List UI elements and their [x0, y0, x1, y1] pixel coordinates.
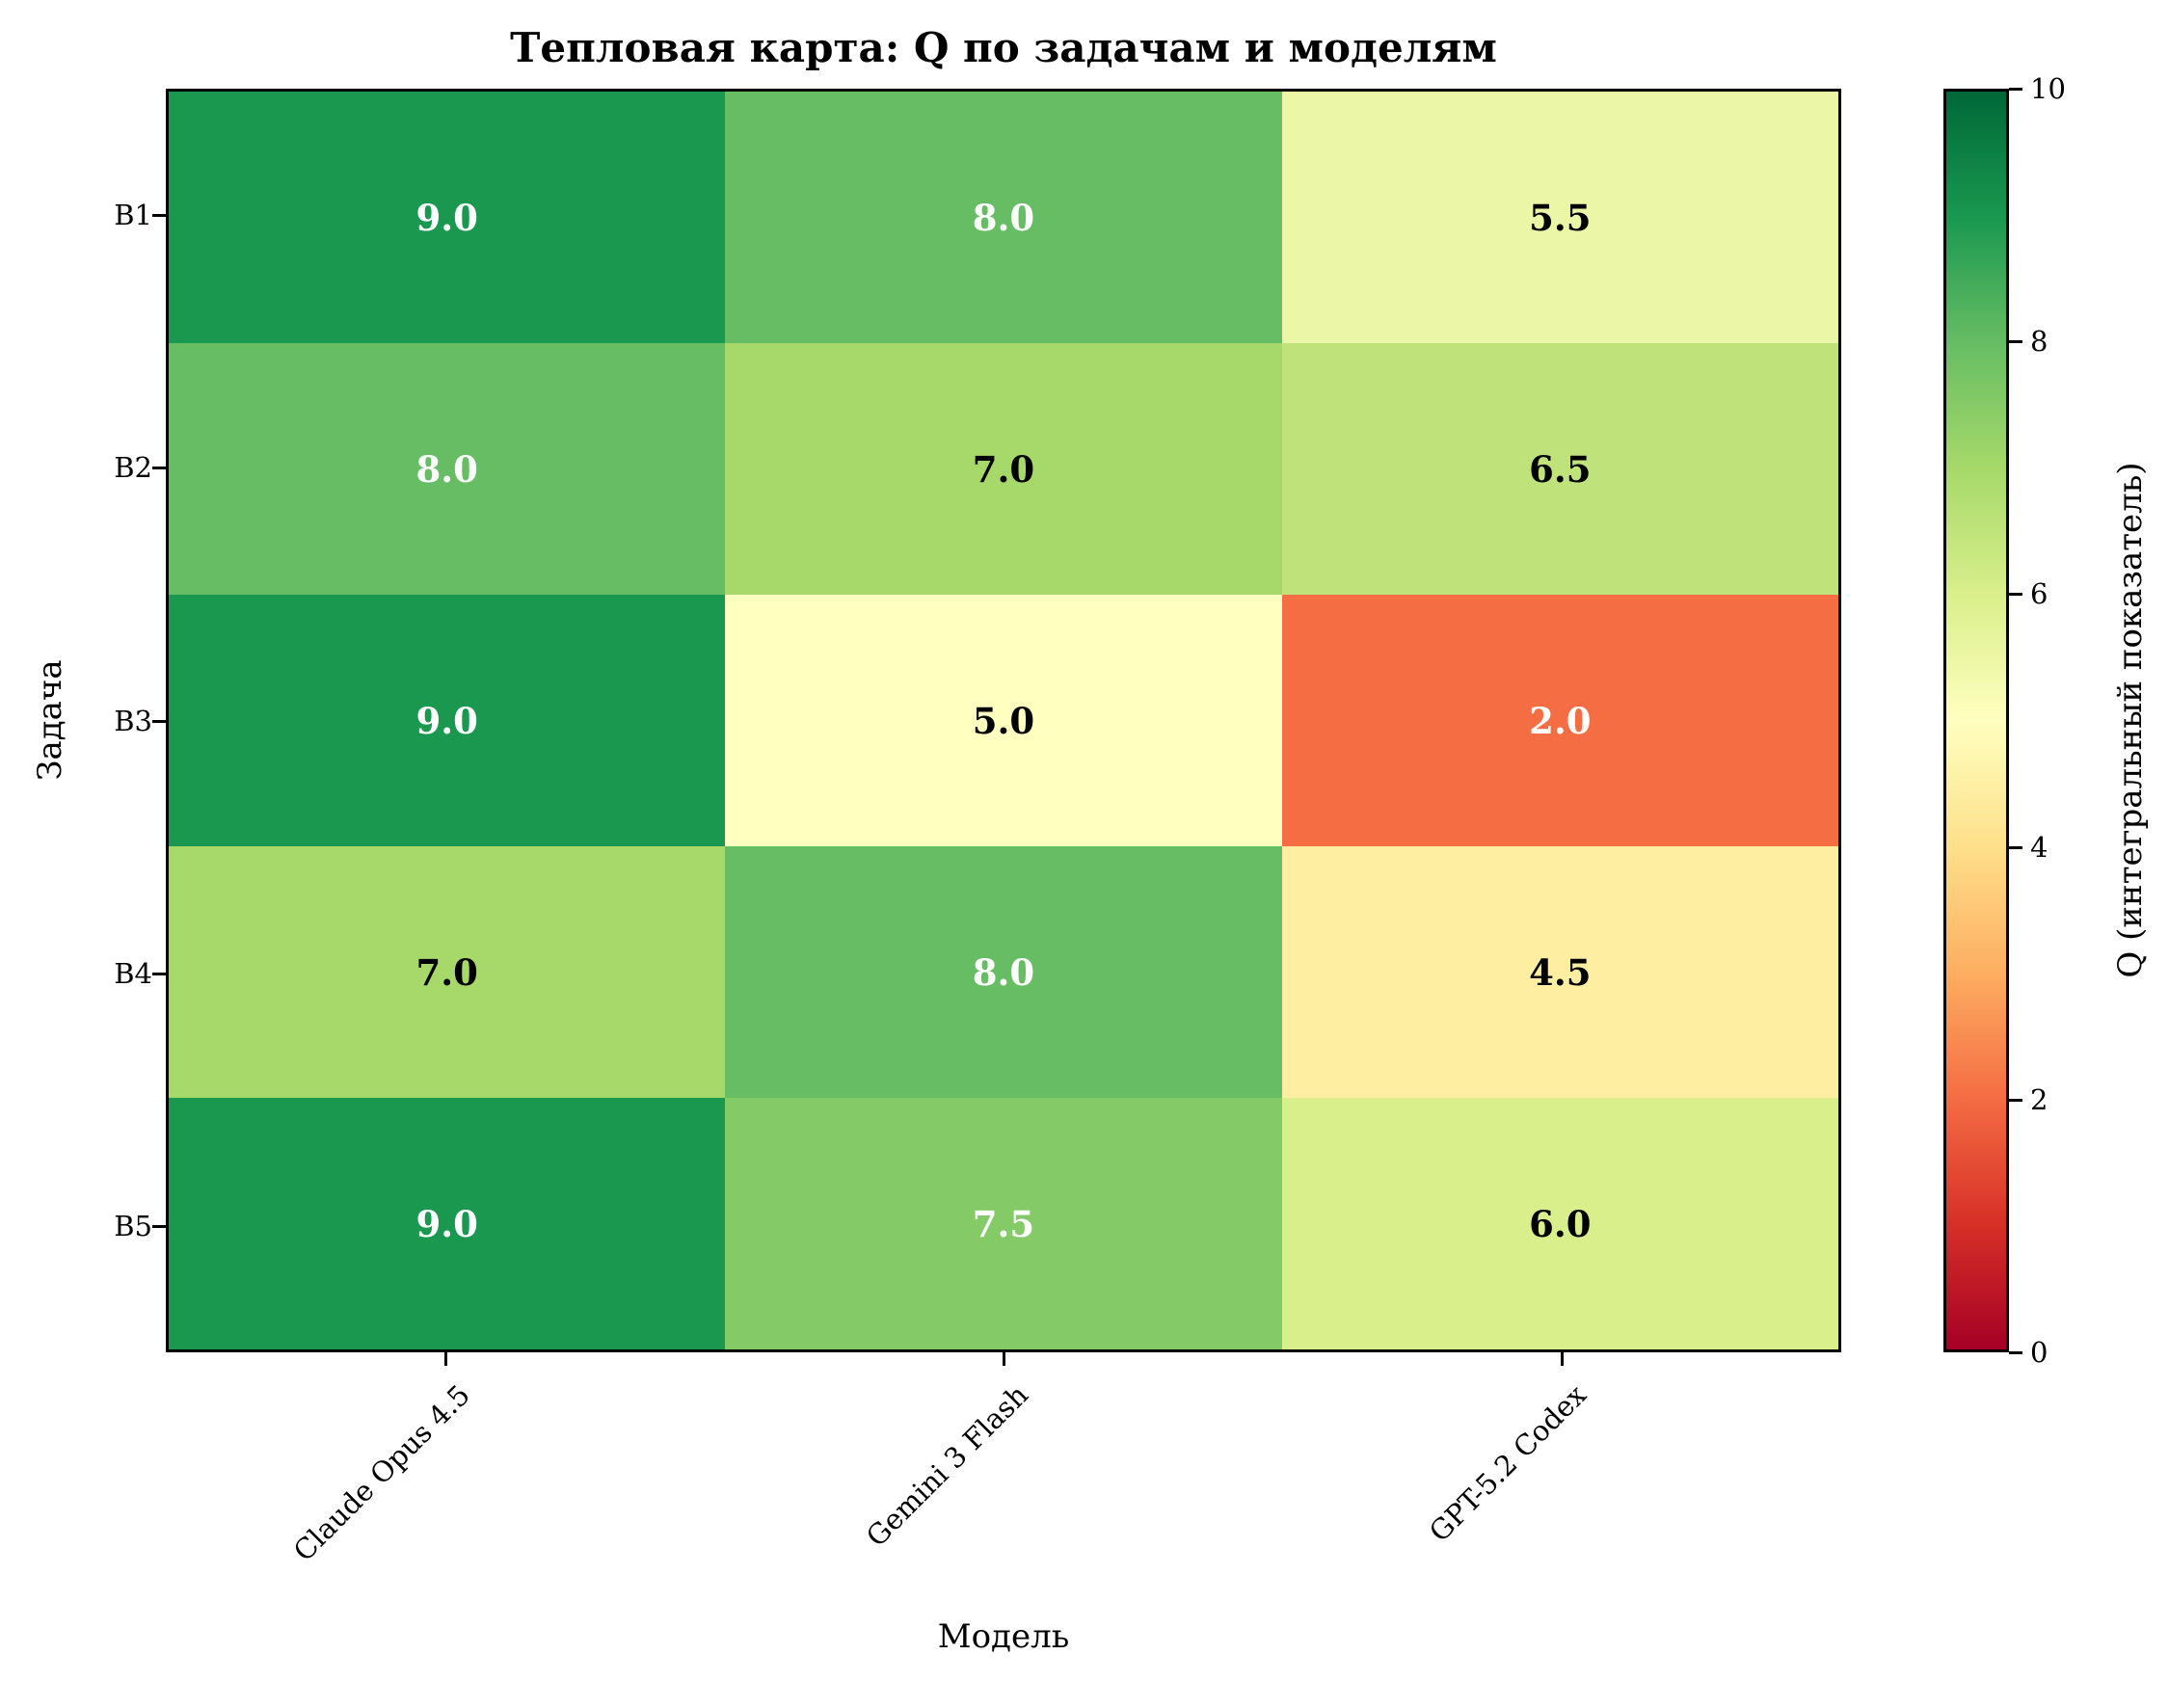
colorbar: [1943, 89, 2009, 1352]
heatmap-cell: 7.5: [725, 1098, 1282, 1349]
heatmap-cell: 5.0: [725, 595, 1282, 846]
colorbar-tick: [2009, 1098, 2022, 1102]
y-tick-label: B3: [114, 704, 152, 737]
heatmap-cell: 2.0: [1281, 595, 1838, 846]
y-tick: [152, 1224, 166, 1228]
colorbar-tick: [2009, 593, 2022, 597]
colorbar-tick: [2009, 1351, 2022, 1354]
y-tick: [152, 214, 166, 218]
heatmap-cell: 8.0: [725, 92, 1282, 343]
heatmap-cell: 8.0: [169, 343, 726, 595]
colorbar-tick: [2009, 845, 2022, 849]
colorbar-tick-label: 2: [2030, 1082, 2048, 1116]
heatmap-cell: 4.5: [1281, 846, 1838, 1098]
heatmap-cell: 8.0: [725, 846, 1282, 1098]
y-tick: [152, 719, 166, 723]
colorbar-tick-label: 8: [2030, 325, 2048, 359]
y-tick: [152, 972, 166, 975]
heatmap-cell: 9.0: [169, 595, 726, 846]
y-tick-label: B1: [114, 199, 152, 232]
chart-title: Тепловая карта: Q по задачам и моделям: [510, 24, 1497, 71]
heatmap-cell: 7.0: [725, 343, 1282, 595]
heatmap-cell: 6.0: [1281, 1098, 1838, 1349]
heatmap-grid: 9.0 8.0 5.5 8.0 7.0 6.5 9.0 5.0 2.0 7.0 8.0 4.5 9.0 7…: [166, 89, 1841, 1352]
y-tick-label: B5: [114, 1209, 152, 1242]
colorbar-tick: [2009, 88, 2022, 91]
colorbar-tick-label: 10: [2030, 72, 2066, 105]
x-tick-label: Claude Opus 4.5: [286, 1378, 476, 1568]
heatmap-cell: 9.0: [169, 92, 726, 343]
heatmap-cell: 6.5: [1281, 343, 1838, 595]
x-axis-label: Модель: [937, 1617, 1070, 1656]
x-tick: [443, 1352, 447, 1366]
x-tick-label: Gemini 3 Flash: [859, 1378, 1035, 1554]
colorbar-tick-label: 0: [2030, 1336, 2048, 1369]
y-tick-label: B2: [114, 451, 152, 485]
colorbar-label: Q (интегральный показатель): [2111, 462, 2150, 978]
y-tick-label: B4: [114, 956, 152, 990]
y-axis-label: Задача: [31, 659, 69, 781]
x-tick: [1561, 1352, 1565, 1366]
colorbar-tick-label: 4: [2030, 830, 2048, 864]
colorbar-tick: [2009, 340, 2022, 344]
heatmap-cell: 5.5: [1281, 92, 1838, 343]
heatmap-cell: 7.0: [169, 846, 726, 1098]
colorbar-tick-label: 6: [2030, 577, 2048, 611]
y-tick: [152, 467, 166, 470]
heatmap-cell: 9.0: [169, 1098, 726, 1349]
x-tick: [1003, 1352, 1005, 1366]
x-tick-label: GPT-5.2 Codex: [1423, 1378, 1593, 1549]
